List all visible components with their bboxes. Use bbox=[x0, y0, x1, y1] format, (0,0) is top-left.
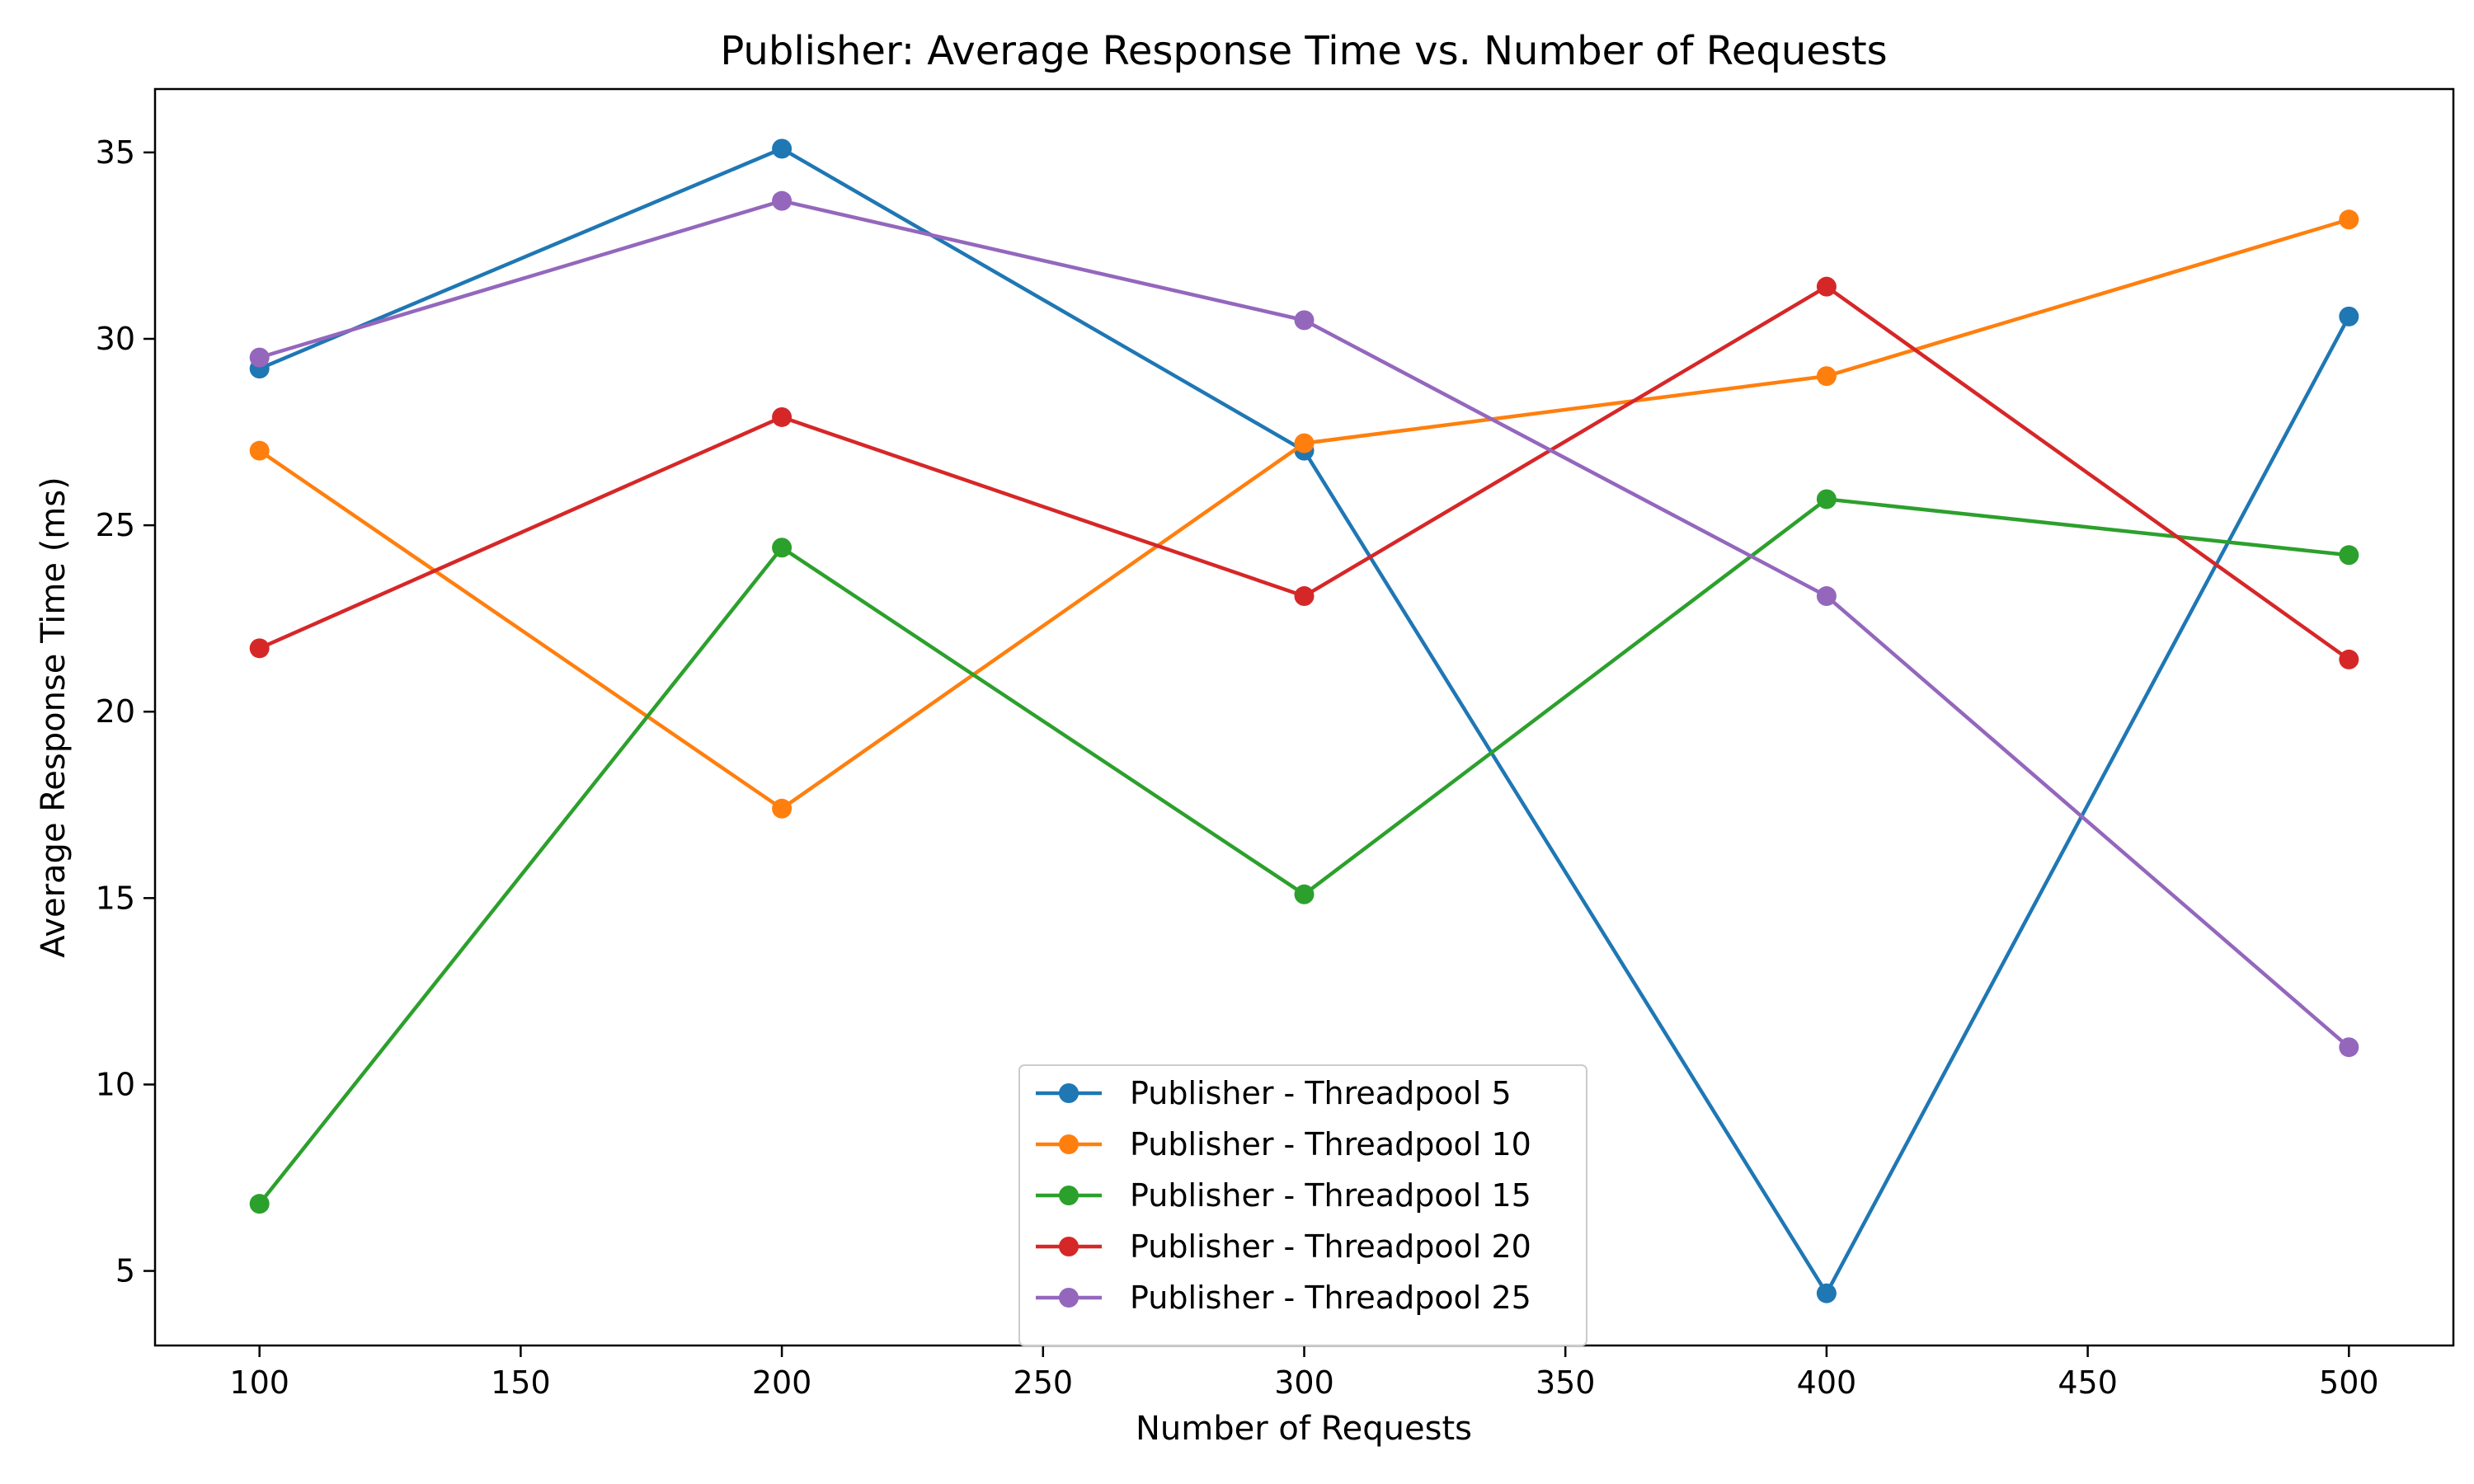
legend-marker bbox=[1059, 1288, 1079, 1308]
legend: Publisher - Threadpool 5 Publisher - Thre… bbox=[1018, 1064, 1587, 1346]
y-tick-label: 35 bbox=[96, 134, 135, 171]
legend-marker bbox=[1059, 1237, 1079, 1256]
data-point bbox=[1816, 366, 1837, 387]
x-tick-label: 500 bbox=[2319, 1364, 2379, 1401]
data-point bbox=[1816, 586, 1837, 607]
x-tick-label: 250 bbox=[1014, 1364, 1074, 1401]
data-point bbox=[249, 1194, 270, 1214]
series-line bbox=[258, 218, 2349, 811]
data-point bbox=[772, 406, 793, 427]
data-point bbox=[772, 139, 793, 159]
data-point bbox=[249, 347, 270, 368]
legend-marker bbox=[1059, 1083, 1079, 1103]
y-tick-label: 25 bbox=[96, 507, 135, 543]
legend-item: Publisher - Threadpool 25 bbox=[1036, 1280, 1531, 1316]
data-point bbox=[2339, 649, 2359, 669]
series-5 bbox=[249, 190, 2359, 1058]
data-point bbox=[772, 538, 793, 558]
series-lines bbox=[249, 139, 2359, 1303]
data-point bbox=[772, 190, 793, 211]
data-point bbox=[1816, 489, 1837, 510]
y-tick-label: 20 bbox=[96, 693, 135, 730]
legend-label: Publisher - Threadpool 15 bbox=[1130, 1177, 1531, 1214]
data-point bbox=[249, 440, 270, 461]
y-tick-label: 10 bbox=[96, 1066, 135, 1102]
data-point bbox=[1816, 1283, 1837, 1303]
legend-item: Publisher - Threadpool 10 bbox=[1036, 1126, 1531, 1162]
x-tick-label: 400 bbox=[1797, 1364, 1857, 1401]
y-axis-ticks: 5 10 15 20 25 30 35 bbox=[96, 134, 155, 1289]
legend-item: Publisher - Threadpool 20 bbox=[1036, 1228, 1531, 1265]
y-axis-label: Average Response Time (ms) bbox=[35, 477, 73, 957]
data-point bbox=[2339, 545, 2359, 566]
series-4 bbox=[249, 276, 2359, 669]
y-tick-label: 30 bbox=[96, 321, 135, 357]
x-axis-label: Number of Requests bbox=[1136, 1410, 1472, 1448]
legend-label: Publisher - Threadpool 10 bbox=[1130, 1126, 1531, 1162]
series-3 bbox=[249, 489, 2359, 1214]
legend-marker bbox=[1059, 1186, 1079, 1205]
x-tick-label: 350 bbox=[1536, 1364, 1596, 1401]
legend-label: Publisher - Threadpool 25 bbox=[1130, 1280, 1531, 1316]
y-tick-label: 5 bbox=[115, 1253, 135, 1289]
x-axis-ticks: 100 150 200 250 300 350 400 450 500 bbox=[229, 1345, 2379, 1401]
x-tick-label: 150 bbox=[491, 1364, 551, 1401]
x-tick-label: 100 bbox=[229, 1364, 289, 1401]
data-point bbox=[2339, 1037, 2359, 1058]
series-2 bbox=[249, 209, 2359, 819]
chart-title: Publisher: Average Response Time vs. Num… bbox=[720, 28, 1887, 74]
data-point bbox=[1294, 884, 1315, 904]
data-point bbox=[772, 798, 793, 819]
legend-item: Publisher - Threadpool 15 bbox=[1036, 1177, 1531, 1214]
x-tick-label: 300 bbox=[1274, 1364, 1334, 1401]
legend-box bbox=[1018, 1064, 1587, 1346]
y-tick-label: 15 bbox=[96, 880, 135, 916]
data-point bbox=[1294, 310, 1315, 331]
data-point bbox=[249, 638, 270, 659]
legend-item: Publisher - Threadpool 5 bbox=[1036, 1075, 1512, 1111]
x-tick-label: 450 bbox=[2058, 1364, 2118, 1401]
data-point bbox=[1294, 586, 1315, 607]
x-tick-label: 200 bbox=[752, 1364, 812, 1401]
data-point bbox=[2339, 306, 2359, 326]
data-point bbox=[1816, 276, 1837, 297]
data-point bbox=[2339, 209, 2359, 230]
legend-label: Publisher - Threadpool 20 bbox=[1130, 1228, 1531, 1265]
data-point bbox=[1294, 433, 1315, 453]
legend-label: Publisher - Threadpool 5 bbox=[1130, 1075, 1512, 1111]
legend-marker bbox=[1059, 1134, 1079, 1154]
